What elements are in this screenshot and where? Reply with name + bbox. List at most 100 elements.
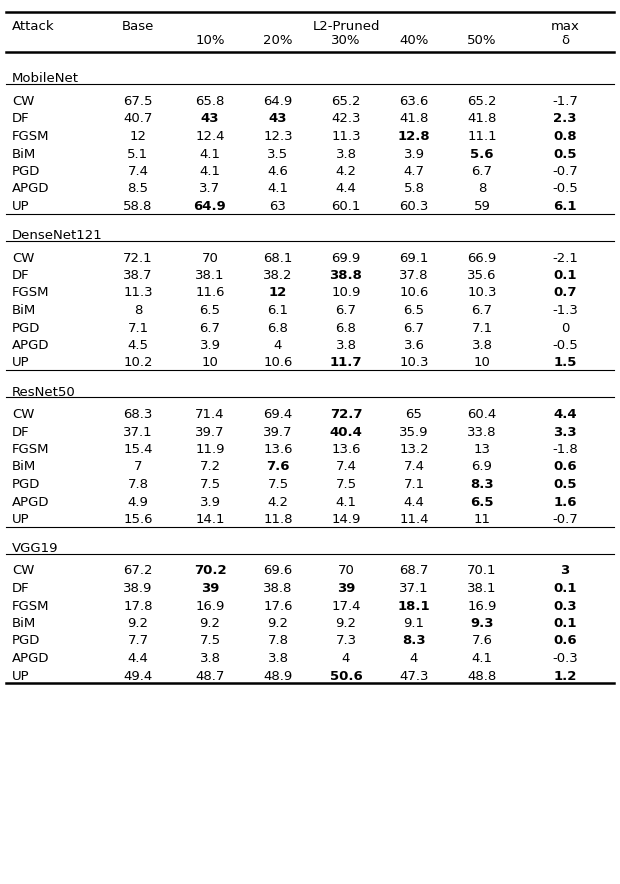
Text: 66.9: 66.9	[467, 252, 497, 264]
Text: 13.2: 13.2	[399, 443, 429, 456]
Text: 18.1: 18.1	[397, 599, 430, 613]
Text: 8: 8	[134, 304, 142, 317]
Text: 40.4: 40.4	[330, 425, 363, 438]
Text: 5.6: 5.6	[470, 148, 494, 161]
Text: CW: CW	[12, 565, 34, 577]
Text: 16.9: 16.9	[467, 599, 497, 613]
Text: 37.8: 37.8	[399, 269, 429, 282]
Text: 3: 3	[560, 565, 570, 577]
Text: 4.4: 4.4	[553, 408, 577, 421]
Text: PGD: PGD	[12, 635, 40, 647]
Text: FGSM: FGSM	[12, 286, 50, 300]
Text: 20%: 20%	[264, 34, 293, 48]
Text: 11.9: 11.9	[195, 443, 224, 456]
Text: 7.1: 7.1	[471, 322, 492, 334]
Text: 7.4: 7.4	[335, 461, 356, 474]
Text: 4.1: 4.1	[471, 652, 492, 665]
Text: 3.9: 3.9	[404, 148, 425, 161]
Text: 4.9: 4.9	[128, 496, 148, 508]
Text: 43: 43	[268, 112, 287, 126]
Text: UP: UP	[12, 669, 30, 682]
Text: 41.8: 41.8	[399, 112, 428, 126]
Text: 60.1: 60.1	[331, 200, 361, 213]
Text: PGD: PGD	[12, 478, 40, 491]
Text: 40.7: 40.7	[123, 112, 153, 126]
Text: 1.5: 1.5	[553, 356, 577, 370]
Text: -1.8: -1.8	[552, 443, 578, 456]
Text: 7.6: 7.6	[471, 635, 492, 647]
Text: 72.1: 72.1	[123, 252, 153, 264]
Text: 63: 63	[270, 200, 286, 213]
Text: 0.5: 0.5	[553, 148, 577, 161]
Text: 30%: 30%	[331, 34, 361, 48]
Text: 39: 39	[337, 582, 355, 595]
Text: 0.7: 0.7	[553, 286, 577, 300]
Text: 14.1: 14.1	[195, 513, 224, 526]
Text: 14.9: 14.9	[331, 513, 361, 526]
Text: 15.6: 15.6	[123, 513, 153, 526]
Text: 12.8: 12.8	[397, 130, 430, 143]
Text: 37.1: 37.1	[123, 425, 153, 438]
Text: 8.5: 8.5	[128, 182, 149, 195]
Text: 4.5: 4.5	[128, 339, 149, 352]
Text: 3.9: 3.9	[200, 339, 221, 352]
Text: 43: 43	[201, 112, 219, 126]
Text: max: max	[551, 19, 580, 33]
Text: 6.8: 6.8	[268, 322, 288, 334]
Text: APGD: APGD	[12, 339, 50, 352]
Text: -0.5: -0.5	[552, 339, 578, 352]
Text: 38.9: 38.9	[123, 582, 153, 595]
Text: 10.6: 10.6	[399, 286, 428, 300]
Text: -0.3: -0.3	[552, 652, 578, 665]
Text: 7.3: 7.3	[335, 635, 356, 647]
Text: 7.5: 7.5	[267, 478, 288, 491]
Text: 0.1: 0.1	[553, 269, 577, 282]
Text: 12: 12	[269, 286, 287, 300]
Text: 13.6: 13.6	[331, 443, 361, 456]
Text: 6.7: 6.7	[471, 165, 492, 178]
Text: 65: 65	[405, 408, 422, 421]
Text: 7: 7	[134, 461, 142, 474]
Text: 4.2: 4.2	[335, 165, 356, 178]
Text: 67.5: 67.5	[123, 95, 153, 108]
Text: Base: Base	[122, 19, 154, 33]
Text: 7.8: 7.8	[267, 635, 288, 647]
Text: 1.6: 1.6	[553, 496, 577, 508]
Text: 0.8: 0.8	[553, 130, 577, 143]
Text: 68.1: 68.1	[264, 252, 293, 264]
Text: 69.9: 69.9	[331, 252, 361, 264]
Text: 70: 70	[202, 252, 218, 264]
Text: DF: DF	[12, 269, 30, 282]
Text: 9.2: 9.2	[200, 617, 221, 630]
Text: 10.6: 10.6	[264, 356, 293, 370]
Text: 48.9: 48.9	[264, 669, 293, 682]
Text: 7.5: 7.5	[200, 478, 221, 491]
Text: 9.3: 9.3	[470, 617, 494, 630]
Text: 4.1: 4.1	[335, 496, 356, 508]
Text: 4.1: 4.1	[267, 182, 288, 195]
Text: 7.1: 7.1	[404, 478, 425, 491]
Text: 3.9: 3.9	[200, 496, 221, 508]
Text: BiM: BiM	[12, 461, 36, 474]
Text: 10.2: 10.2	[123, 356, 153, 370]
Text: 48.7: 48.7	[195, 669, 224, 682]
Text: 0.3: 0.3	[553, 599, 577, 613]
Text: 11.8: 11.8	[264, 513, 293, 526]
Text: 7.6: 7.6	[266, 461, 290, 474]
Text: 8.3: 8.3	[402, 635, 426, 647]
Text: 69.1: 69.1	[399, 252, 428, 264]
Text: 11.4: 11.4	[399, 513, 429, 526]
Text: 9.2: 9.2	[335, 617, 356, 630]
Text: 3.8: 3.8	[200, 652, 221, 665]
Text: 8: 8	[478, 182, 486, 195]
Text: 7.7: 7.7	[128, 635, 149, 647]
Text: 65.8: 65.8	[195, 95, 224, 108]
Text: 2.3: 2.3	[553, 112, 577, 126]
Text: 6.7: 6.7	[471, 304, 492, 317]
Text: 38.1: 38.1	[467, 582, 497, 595]
Text: 11.3: 11.3	[331, 130, 361, 143]
Text: 69.4: 69.4	[264, 408, 293, 421]
Text: 6.9: 6.9	[472, 461, 492, 474]
Text: 7.4: 7.4	[128, 165, 149, 178]
Text: 6.7: 6.7	[335, 304, 356, 317]
